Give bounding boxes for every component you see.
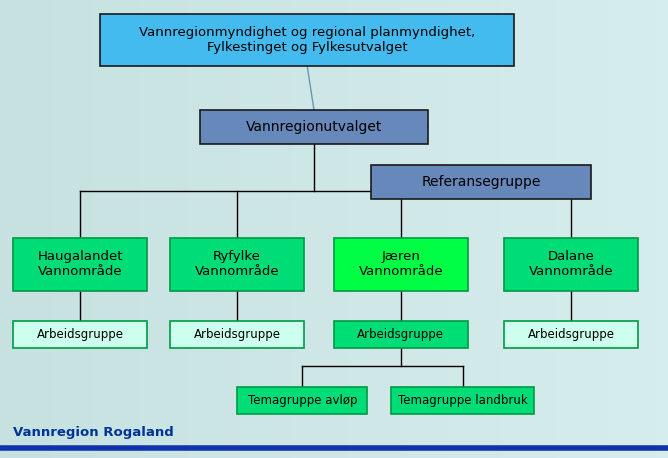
Text: Haugalandet
Vannområde: Haugalandet Vannområde (37, 251, 123, 278)
FancyBboxPatch shape (13, 321, 147, 348)
FancyBboxPatch shape (504, 321, 638, 348)
Text: Dalane
Vannområde: Dalane Vannområde (529, 251, 613, 278)
FancyBboxPatch shape (100, 14, 514, 66)
Text: Vannregion Rogaland: Vannregion Rogaland (13, 426, 174, 439)
FancyBboxPatch shape (237, 387, 367, 414)
FancyBboxPatch shape (391, 387, 534, 414)
Text: Vannregionmyndighet og regional planmyndighet,
Fylkestinget og Fylkesutvalget: Vannregionmyndighet og regional planmynd… (139, 26, 476, 54)
Text: Temagruppe avløp: Temagruppe avløp (248, 394, 357, 407)
FancyBboxPatch shape (170, 321, 304, 348)
Text: Temagruppe landbruk: Temagruppe landbruk (397, 394, 528, 407)
Text: Vannregionutvalget: Vannregionutvalget (246, 120, 382, 134)
FancyBboxPatch shape (334, 238, 468, 291)
Text: Arbeidsgruppe: Arbeidsgruppe (528, 328, 615, 341)
Text: Jæren
Vannområde: Jæren Vannområde (359, 251, 443, 278)
Text: Referansegruppe: Referansegruppe (422, 175, 540, 189)
FancyBboxPatch shape (334, 321, 468, 348)
Text: Arbeidsgruppe: Arbeidsgruppe (37, 328, 124, 341)
Text: Arbeidsgruppe: Arbeidsgruppe (194, 328, 281, 341)
FancyBboxPatch shape (371, 165, 591, 199)
FancyBboxPatch shape (13, 238, 147, 291)
Text: Arbeidsgruppe: Arbeidsgruppe (357, 328, 444, 341)
FancyBboxPatch shape (504, 238, 638, 291)
FancyBboxPatch shape (170, 238, 304, 291)
FancyBboxPatch shape (200, 110, 428, 144)
Text: Ryfylke
Vannområde: Ryfylke Vannområde (195, 251, 279, 278)
